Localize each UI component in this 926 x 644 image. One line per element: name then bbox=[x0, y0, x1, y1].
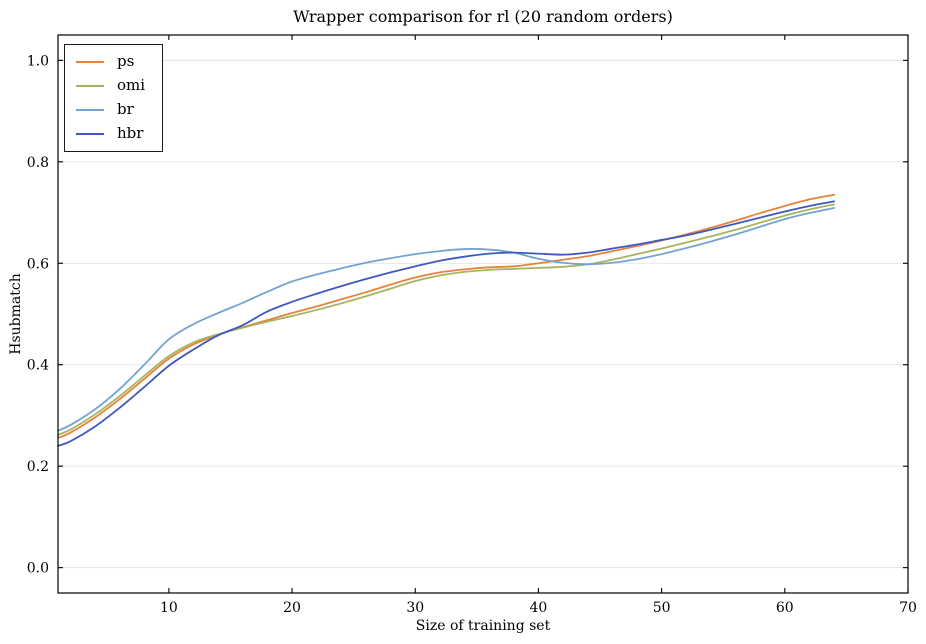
legend-item-ps: ps bbox=[76, 53, 145, 70]
x-tick-label: 20 bbox=[283, 600, 301, 616]
series-line-omi bbox=[57, 203, 835, 436]
legend-label-omi: omi bbox=[117, 76, 146, 94]
y-tick-label: 0.6 bbox=[27, 256, 49, 272]
legend-item-hbr: hbr bbox=[76, 125, 145, 142]
x-tick-label: 70 bbox=[899, 600, 917, 616]
legend-line-swatch-br bbox=[76, 108, 104, 111]
legend-line-swatch-ps bbox=[76, 60, 104, 63]
series-line-br bbox=[57, 207, 835, 432]
legend-label-ps: ps bbox=[117, 52, 135, 70]
legend-line-swatch-hbr bbox=[76, 132, 104, 135]
chart-title: Wrapper comparison for rl (20 random ord… bbox=[293, 7, 673, 26]
series-line-ps bbox=[57, 193, 835, 439]
legend-item-br: br bbox=[76, 101, 145, 118]
x-tick-label: 40 bbox=[530, 600, 548, 616]
y-tick-label: 0.2 bbox=[27, 459, 49, 475]
legend-line-swatch-omi bbox=[76, 84, 104, 87]
legend-item-omi: omi bbox=[76, 77, 145, 94]
y-tick-label: 0.8 bbox=[27, 155, 49, 171]
y-tick-label: 0.4 bbox=[27, 358, 49, 374]
series-line-hbr bbox=[57, 200, 835, 447]
axes-frame bbox=[57, 34, 909, 594]
y-tick-label: 1.0 bbox=[27, 53, 49, 69]
legend-label-br: br bbox=[117, 100, 134, 118]
legend: ps omi br hbr bbox=[64, 44, 164, 152]
y-tick-label: 0.0 bbox=[27, 561, 49, 577]
legend-label-hbr: hbr bbox=[117, 124, 144, 142]
x-tick-label: 60 bbox=[776, 600, 794, 616]
x-tick-label: 30 bbox=[406, 600, 424, 616]
x-axis-label: Size of training set bbox=[415, 618, 551, 634]
x-tick-label: 50 bbox=[653, 600, 671, 616]
x-tick-label: 10 bbox=[160, 600, 178, 616]
